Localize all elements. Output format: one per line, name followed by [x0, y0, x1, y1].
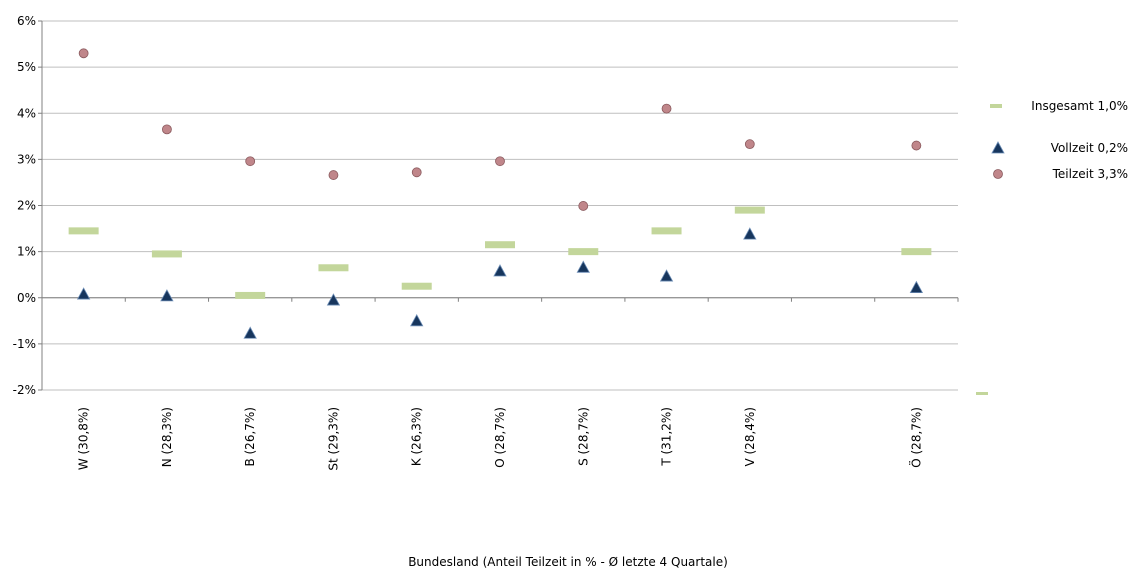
y-tick-label: 6% — [17, 14, 36, 28]
data-point-triangle — [160, 289, 174, 302]
y-tick-label: -2% — [13, 383, 36, 397]
data-point-triangle — [576, 260, 590, 273]
data-point-circle — [162, 124, 172, 135]
data-point-dash — [318, 264, 349, 272]
x-tick-label: B (26,7%) — [243, 407, 257, 467]
data-point-circle — [411, 167, 422, 178]
x-tick-label: W (30,8%) — [77, 407, 91, 470]
data-point-circle — [911, 140, 922, 151]
data-point-circle — [578, 201, 589, 211]
x-tick-label: S (28,7%) — [576, 407, 590, 466]
data-point-triangle — [743, 227, 757, 240]
data-point-circle — [78, 48, 89, 59]
data-point-triangle — [410, 313, 424, 327]
legend-label: Insgesamt 1,0% — [1031, 99, 1128, 113]
y-axis-ticks: -2% -1% 0% 1% 2% 3% 4% 5% 6% — [13, 14, 42, 397]
x-axis — [41, 21, 959, 390]
stray-legend-mark — [976, 392, 988, 395]
data-marks — [68, 48, 932, 339]
x-axis-tick-labels: W (30,8%) N (28,3%) B (26,7%) St (29,3%) K (… — [77, 407, 924, 471]
data-point-dash — [235, 291, 266, 299]
data-point-circle — [328, 170, 339, 180]
y-tick-label: 5% — [17, 60, 36, 74]
x-tick-label: K (26,3%) — [410, 407, 424, 466]
x-tick-label: O (28,7%) — [493, 407, 507, 468]
data-point-circle — [744, 139, 755, 150]
legend-label: Teilzeit 3,3% — [1052, 167, 1128, 181]
x-tick-label: Ö (28,7%) — [907, 407, 923, 468]
data-point-triangle — [76, 287, 91, 300]
data-point-dash — [68, 227, 99, 235]
data-point-dash — [568, 248, 599, 256]
legend-label: Vollzeit 0,2% — [1051, 141, 1128, 155]
data-point-triangle — [493, 264, 507, 277]
y-tick-label: -1% — [13, 337, 36, 351]
data-point-dash — [485, 241, 515, 249]
y-tick-label: 0% — [17, 291, 36, 305]
data-point-triangle — [659, 269, 674, 282]
data-point-triangle — [326, 293, 341, 306]
y-tick-label: 1% — [17, 245, 36, 259]
x-tick-label: N (28,3%) — [160, 407, 174, 467]
data-point-dash — [401, 282, 432, 290]
x-tick-label: V (28,4%) — [743, 407, 757, 467]
x-tick-label: St (29,3%) — [326, 407, 340, 471]
x-tick-label: T (31,2%) — [660, 407, 674, 467]
y-tick-label: 4% — [17, 106, 36, 120]
data-point-dash — [151, 250, 182, 258]
data-point-dash — [901, 248, 932, 256]
gridlines — [42, 20, 958, 391]
data-point-circle — [661, 103, 672, 114]
data-point-triangle — [243, 326, 257, 339]
legend-marker — [993, 169, 1003, 179]
x-axis-title: Bundesland (Anteil Teilzeit in % - Ø let… — [408, 555, 728, 569]
legend-marker — [991, 141, 1005, 154]
data-point-dash — [734, 206, 765, 214]
legend: Insgesamt 1,0% Vollzeit 0,2% Teilzeit 3,3% — [990, 99, 1128, 181]
y-tick-label: 2% — [17, 199, 36, 213]
data-point-circle — [245, 156, 256, 167]
legend-marker — [990, 104, 1002, 108]
y-tick-label: 3% — [17, 152, 36, 166]
data-point-triangle — [909, 280, 924, 294]
data-point-dash — [651, 227, 682, 235]
data-point-circle — [495, 156, 505, 167]
